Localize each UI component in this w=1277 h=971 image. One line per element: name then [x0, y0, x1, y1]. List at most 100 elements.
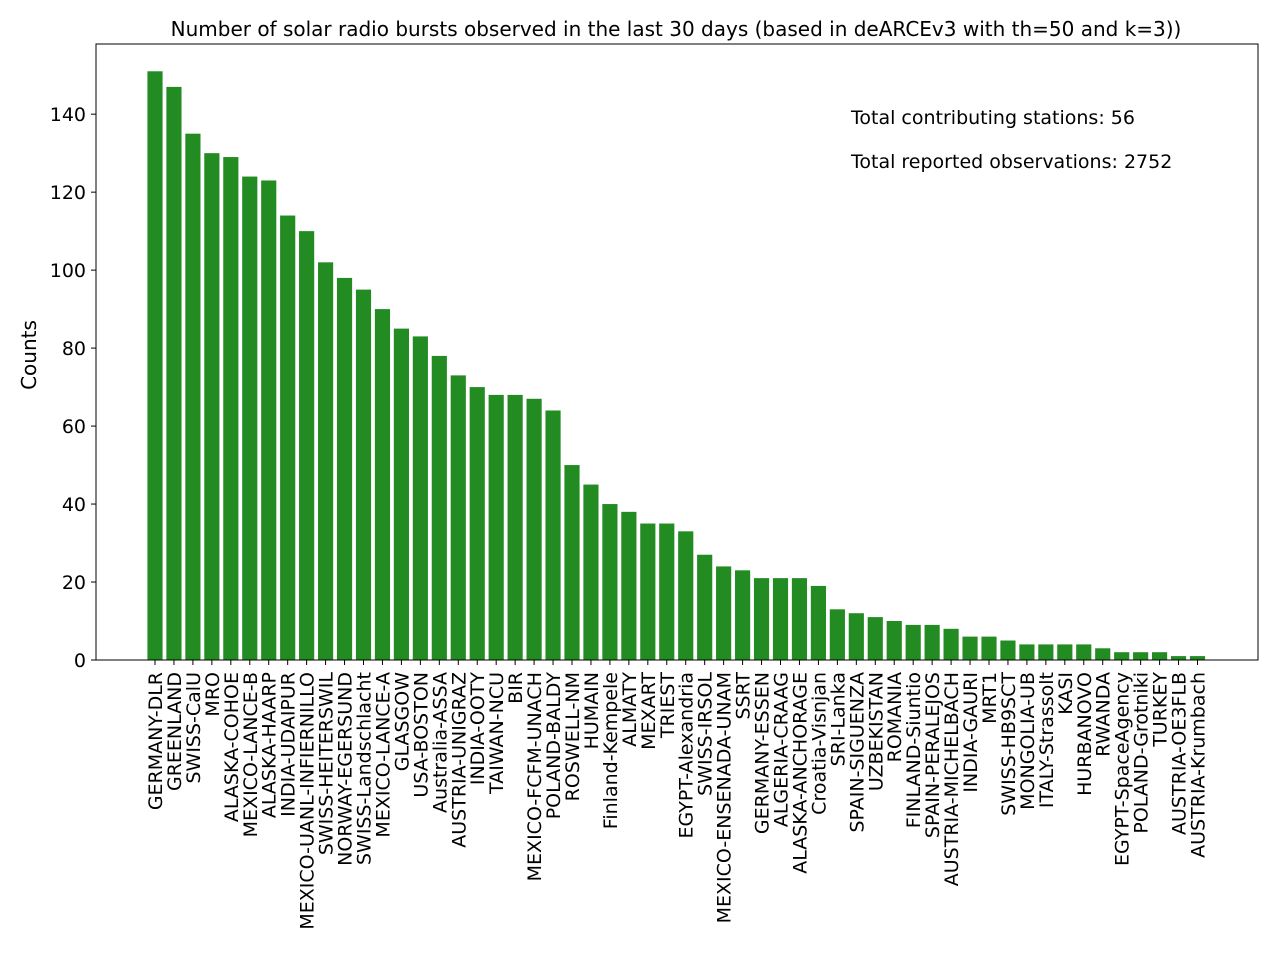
- chart-title: Number of solar radio bursts observed in…: [171, 17, 1182, 41]
- x-tick-label: SPAIN-SIGUENZA: [846, 672, 868, 833]
- x-tick-label: AUSTRIA-Krumbach: [1188, 672, 1210, 858]
- x-tick-label: AUSTRIA-UNIGRAZ: [448, 672, 470, 848]
- bar: [697, 554, 713, 660]
- bar: [981, 636, 997, 660]
- bar: [1000, 640, 1016, 660]
- bar: [412, 336, 428, 660]
- x-tick-label: Croatia-Visnjan: [808, 672, 830, 815]
- bar: [905, 624, 921, 660]
- x-tick-label: SRI-Lanka: [827, 672, 849, 766]
- x-tick-label: EGYPT-SpaceAgency: [1112, 672, 1134, 866]
- bar: [791, 578, 808, 660]
- bar: [261, 180, 277, 660]
- bar: [1170, 656, 1187, 660]
- x-tick-label: HUMAIN: [581, 672, 603, 749]
- plot-frame: [95, 43, 1259, 661]
- bar: [280, 215, 296, 661]
- bar: [924, 624, 940, 660]
- x-tick-label: TAIWAN-NCU: [486, 672, 508, 795]
- x-tick-label: INDIA-GAURI: [960, 672, 982, 793]
- bar: [1152, 652, 1168, 660]
- bar: [735, 570, 751, 660]
- x-tick-label: MEXICO-FCFM-UNACH: [524, 672, 546, 881]
- bar: [507, 394, 523, 660]
- bar: [242, 176, 258, 660]
- x-tick-label: ALMATY: [619, 672, 641, 747]
- bar: [1114, 652, 1130, 660]
- y-tick-label: 140: [50, 104, 86, 126]
- x-tick-label: MEXART: [638, 672, 660, 750]
- bar: [716, 566, 732, 660]
- bar: [583, 484, 599, 660]
- bar: [204, 153, 220, 660]
- y-tick-label: 120: [50, 182, 86, 204]
- annotation-total-stations: Total contributing stations: 56: [850, 107, 1135, 129]
- bar: [526, 398, 542, 660]
- bar: [564, 465, 580, 660]
- bar: [886, 621, 902, 660]
- x-tick-label: AUSTRIA-MICHELBACH: [941, 672, 963, 886]
- x-tick-label: TRIEST: [657, 672, 679, 739]
- x-tick-label: GERMANY-DLR: [145, 672, 167, 810]
- bar: [962, 636, 978, 660]
- bar: [147, 71, 163, 661]
- bar: [867, 617, 883, 660]
- x-tick-label: MRO: [202, 672, 224, 717]
- x-tick-label: SWISS-HEITERSWIL: [316, 672, 338, 856]
- bar: [223, 157, 239, 660]
- bar: [848, 613, 864, 660]
- x-tick-label: MEXICO-LANCE-A: [372, 672, 394, 838]
- bar: [355, 289, 372, 660]
- x-tick-label: ALASKA-ANCHORAGE: [789, 672, 811, 874]
- bar: [431, 355, 447, 660]
- x-tick-label: UZBEKISTAN: [865, 672, 887, 791]
- bar: [943, 628, 959, 660]
- annotation-total-observations: Total reported observations: 2752: [850, 151, 1172, 173]
- bar: [166, 86, 182, 660]
- x-tick-label: SWISS-CalU: [183, 672, 205, 784]
- x-tick-label: MEXICO-ENSENADA-UNAM: [714, 672, 736, 923]
- bar: [393, 328, 409, 660]
- x-tick-label: BIR: [505, 672, 527, 704]
- bar: [299, 231, 315, 660]
- x-tick-label: MONGOLIA-UB: [1017, 672, 1039, 810]
- x-tick-label: RWANDA: [1093, 672, 1115, 757]
- bar: [1133, 652, 1149, 660]
- x-tick-label: USA-BOSTON: [410, 672, 432, 798]
- bar: [1057, 644, 1073, 660]
- y-tick-label: 100: [50, 260, 86, 282]
- bar: [488, 394, 504, 660]
- bar: [469, 387, 485, 660]
- bar: [1038, 644, 1054, 660]
- x-tick-label: HURBANOVO: [1074, 672, 1096, 796]
- bar: [829, 609, 845, 660]
- bar: [336, 277, 353, 660]
- x-tick-label: POLAND-Grotniki: [1131, 672, 1153, 834]
- bar: [621, 511, 637, 660]
- x-tick-label: ALASKA-COHOE: [221, 672, 243, 822]
- bar: [545, 410, 561, 660]
- x-tick-label: SWISS-Landschlacht: [354, 672, 376, 865]
- x-tick-label: GLASGOW: [391, 672, 413, 771]
- y-tick-label: 0: [74, 650, 86, 672]
- x-tick-label: GERMANY-ESSEN: [752, 672, 774, 834]
- x-tick-label: MEXICO-UANL-INFIERNILLO: [297, 672, 319, 930]
- bar: [1019, 644, 1035, 660]
- bar: [602, 504, 618, 660]
- bar: [678, 531, 694, 660]
- x-tick-label: MRT1: [979, 672, 1001, 724]
- x-tick-label: GREENLAND: [164, 672, 186, 791]
- x-tick-label: INDIA-UDAIPUR: [278, 672, 300, 817]
- x-tick-label: ROSWELL-NM: [562, 672, 584, 801]
- y-tick-label: 60: [62, 416, 86, 438]
- bar: [772, 578, 789, 660]
- bar: [374, 309, 391, 660]
- x-tick-label: AUSTRIA-OE3FLB: [1169, 672, 1191, 835]
- x-tick-label: Finland-Kempele: [600, 672, 622, 829]
- x-tick-label: Australia-ASSA: [429, 672, 451, 813]
- x-tick-label: ALASKA-HAARP: [259, 672, 281, 818]
- x-tick-label: SWISS-HB9SCT: [998, 672, 1020, 816]
- bar: [1189, 656, 1206, 660]
